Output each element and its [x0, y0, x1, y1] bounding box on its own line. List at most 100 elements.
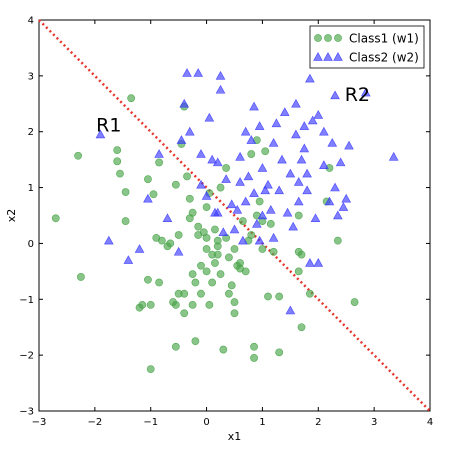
class1-point — [216, 183, 225, 192]
class1-point — [306, 289, 314, 298]
class1-point — [188, 300, 197, 309]
class2-point — [235, 151, 245, 161]
class2-point — [327, 137, 338, 147]
class2-point — [196, 179, 206, 189]
class2-point — [305, 258, 315, 267]
class2-point — [173, 246, 184, 256]
y-tick-label: −1 — [19, 295, 34, 306]
class2-point — [226, 199, 237, 209]
class2-point — [204, 112, 215, 122]
class1-point — [180, 309, 189, 318]
class1-point — [155, 158, 163, 167]
class1-point — [208, 278, 217, 287]
class1-point — [113, 157, 122, 166]
class1-point — [127, 94, 136, 103]
legend: Class1 (w1) Class2 (w2) — [309, 25, 425, 69]
class1-point — [225, 289, 233, 298]
y-tick-labels: −3 −2 −1 0 1 2 3 4 — [19, 16, 34, 418]
class2-point — [279, 107, 290, 116]
class1-point — [333, 236, 342, 245]
class1-point — [144, 175, 152, 184]
class2-point — [95, 129, 106, 139]
series-1 — [51, 94, 359, 374]
class2-point — [271, 118, 282, 128]
class2-point — [249, 101, 259, 111]
class2-point — [299, 143, 310, 153]
class1-point — [211, 225, 219, 234]
class1-point — [116, 169, 124, 178]
class1-point — [350, 298, 359, 306]
class2-point — [338, 202, 349, 211]
legend-triangle-marker — [333, 52, 343, 61]
class1-point — [155, 278, 163, 287]
class1-point — [213, 250, 222, 259]
class1-point — [230, 298, 239, 306]
class1-point — [202, 267, 211, 276]
decision-boundary-line — [38, 19, 431, 412]
class1-point — [230, 309, 239, 318]
y-tick-label: 0 — [28, 239, 34, 250]
class1-point — [255, 197, 264, 206]
class1-point — [180, 289, 189, 298]
y-tick-label: 1 — [28, 183, 34, 194]
class1-point — [76, 273, 85, 281]
y-tick-label: 3 — [28, 71, 34, 82]
class1-point — [275, 292, 284, 301]
class1-point — [166, 239, 175, 248]
legend-entry: Class2 (w2) — [313, 51, 419, 65]
class1-point — [230, 245, 239, 253]
class2-point — [388, 151, 399, 161]
legend-circle-marker — [334, 34, 342, 42]
class1-point — [211, 259, 219, 267]
class2-point — [360, 87, 371, 97]
class2-point — [221, 174, 231, 183]
class1-point — [74, 151, 82, 160]
class1-point — [219, 345, 228, 354]
class1-point — [194, 222, 203, 231]
y-tick-label: 2 — [28, 127, 34, 138]
class2-point — [310, 213, 321, 223]
class2-point — [212, 207, 223, 217]
y-tick-label: 4 — [28, 16, 34, 27]
class2-point — [123, 255, 134, 264]
class2-point — [319, 160, 329, 169]
x-tick-label: −3 — [32, 417, 47, 428]
x-tick-label: 0 — [203, 417, 209, 428]
class1-point — [171, 342, 180, 351]
class2-point — [243, 171, 254, 181]
points-layer — [51, 68, 399, 374]
class1-point — [241, 267, 250, 276]
class1-point — [183, 172, 191, 181]
x-tick-labels: −3 −2 −1 0 1 2 3 4 — [32, 417, 434, 428]
class2-point — [330, 182, 340, 192]
class1-point — [185, 194, 194, 203]
class1-point — [202, 233, 211, 242]
class2-point — [291, 98, 301, 108]
class2-point — [263, 179, 273, 189]
class2-point — [176, 135, 187, 144]
class1-point — [188, 208, 197, 217]
class1-point — [222, 164, 231, 172]
class2-point — [296, 154, 307, 164]
series-2 — [95, 68, 399, 315]
class1-point — [275, 348, 284, 357]
class2-point — [218, 227, 229, 236]
class2-point — [182, 68, 192, 77]
y-tick-label: −2 — [19, 351, 34, 362]
class2-point — [249, 188, 259, 197]
class2-point — [254, 235, 265, 245]
class1-point — [121, 188, 130, 196]
class1-point — [225, 253, 233, 262]
class2-point — [333, 210, 343, 220]
class2-point — [134, 244, 145, 253]
legend-triangle-marker — [323, 52, 333, 61]
class2-point — [252, 218, 262, 228]
class2-point — [305, 73, 315, 83]
class2-point — [299, 121, 310, 130]
class2-point — [196, 149, 206, 158]
class2-point — [344, 140, 354, 150]
axis-ticks — [38, 19, 431, 412]
class2-point — [302, 168, 312, 178]
class1-point — [205, 300, 214, 309]
